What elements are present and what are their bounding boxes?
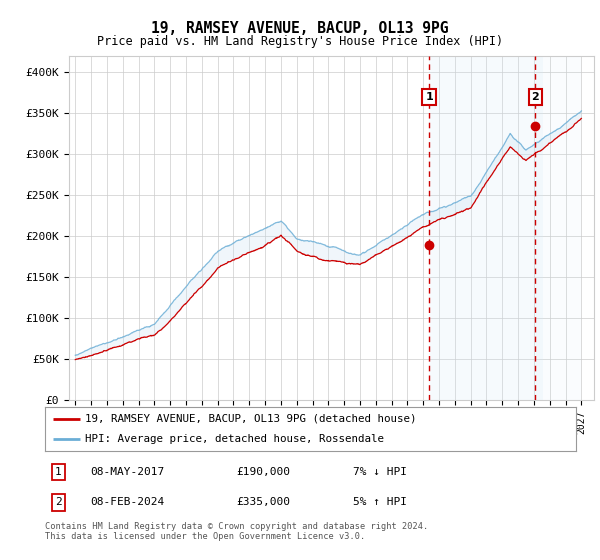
Text: 08-FEB-2024: 08-FEB-2024 xyxy=(90,497,164,507)
Text: 2: 2 xyxy=(55,497,62,507)
Text: 08-MAY-2017: 08-MAY-2017 xyxy=(90,467,164,477)
Text: Contains HM Land Registry data © Crown copyright and database right 2024.
This d: Contains HM Land Registry data © Crown c… xyxy=(45,522,428,542)
Text: 7% ↓ HPI: 7% ↓ HPI xyxy=(353,467,407,477)
Text: 19, RAMSEY AVENUE, BACUP, OL13 9PG (detached house): 19, RAMSEY AVENUE, BACUP, OL13 9PG (deta… xyxy=(85,414,416,424)
Text: 2: 2 xyxy=(532,92,539,102)
Text: 1: 1 xyxy=(425,92,433,102)
Text: 5% ↑ HPI: 5% ↑ HPI xyxy=(353,497,407,507)
Text: Price paid vs. HM Land Registry's House Price Index (HPI): Price paid vs. HM Land Registry's House … xyxy=(97,35,503,48)
Text: HPI: Average price, detached house, Rossendale: HPI: Average price, detached house, Ross… xyxy=(85,434,384,444)
Text: 1: 1 xyxy=(55,467,62,477)
Text: £190,000: £190,000 xyxy=(236,467,290,477)
Text: £335,000: £335,000 xyxy=(236,497,290,507)
Text: 19, RAMSEY AVENUE, BACUP, OL13 9PG: 19, RAMSEY AVENUE, BACUP, OL13 9PG xyxy=(151,21,449,36)
